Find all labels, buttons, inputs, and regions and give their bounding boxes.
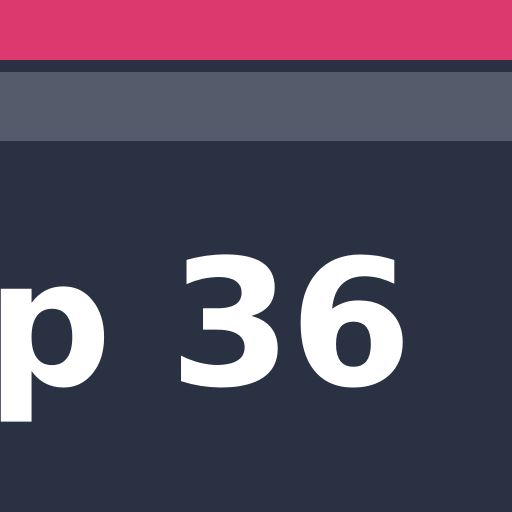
secondary-toolbar (0, 72, 512, 141)
top-accent-bar (0, 0, 512, 60)
main-content: p 36 (0, 141, 512, 512)
page-heading: p 36 (0, 222, 412, 427)
header-divider (0, 60, 512, 72)
